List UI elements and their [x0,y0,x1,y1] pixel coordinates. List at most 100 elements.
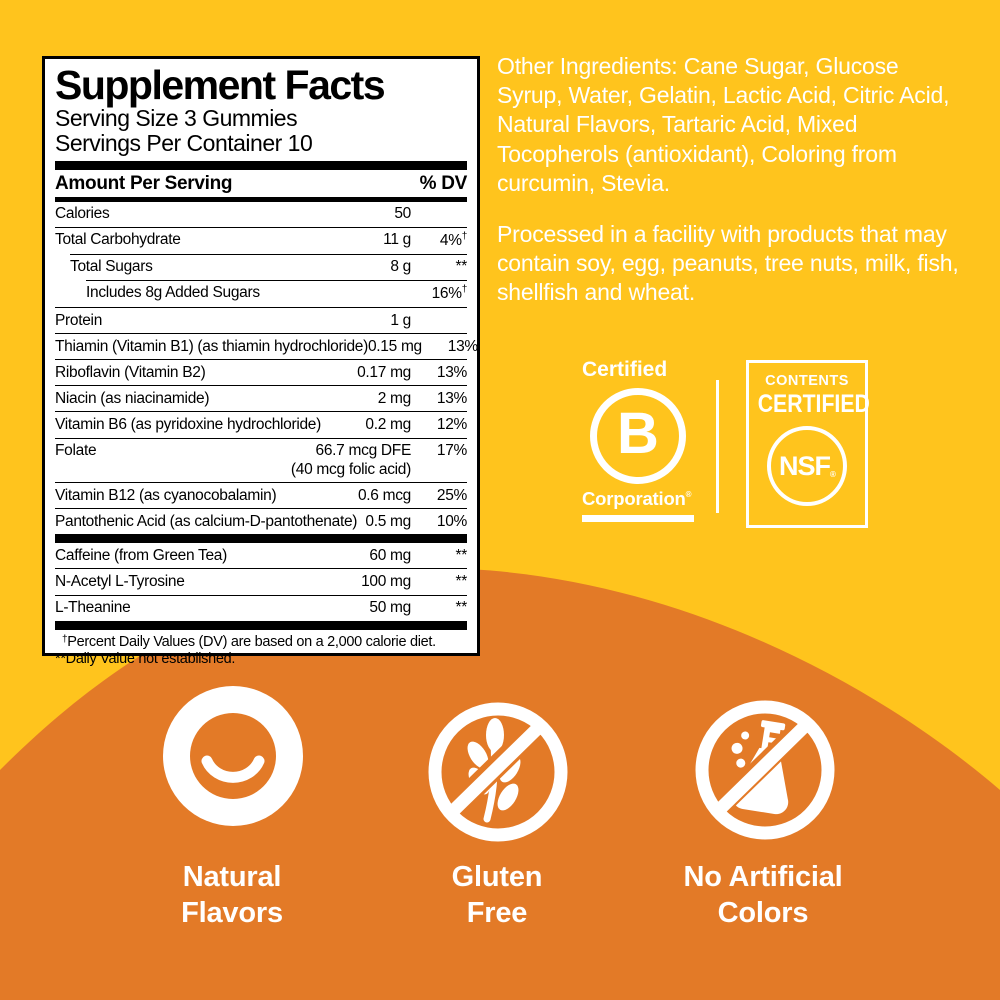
nutrient-amount-value: 0.2 mg [365,415,411,433]
nutrient-name: Pantothenic Acid (as calcium-D-pantothen… [55,512,358,530]
nutrient-dv-value: ** [455,258,468,276]
nutrient-dv: 13% [411,364,467,383]
facts-row: Total Sugars 8 g ** [70,253,468,280]
facts-row: Folate 66.7 mcg DFE (40 mcg folic acid) 1… [55,437,467,483]
nsf-circle-icon: NSF® [767,426,847,506]
divider-bar [55,620,467,630]
nutrient-name: Calories [55,205,110,223]
badge-text-line1: Gluten [451,861,543,893]
badge-label-natural-flavors: Natural Flavors [92,860,372,932]
nutrient-dv: 4%† [411,231,467,251]
nsf-certification-logo: CONTENTS CERTIFIED NSF® [746,360,870,528]
nutrient-amount-value: 50 [394,205,411,223]
bcorp-corporation-text: Corporation [582,488,686,509]
nutrient-amount: 0.15 mg [368,338,422,357]
nutrient-amount: 66.7 mcg DFE (40 mcg folic acid) [291,442,411,479]
nutrient-dv-value: ** [455,546,468,564]
nutrient-amount-value: 100 mg [361,572,411,590]
facts-row: L-Theanine 50 mg ** [55,594,468,621]
nutrient-amount: 11 g [383,231,411,250]
nutrient-name: Total Carbohydrate [55,231,181,249]
badge-label-gluten-free: Gluten Free [357,860,637,932]
facts-row: Vitamin B12 (as cyanocobalamin) 0.6 mcg … [55,482,467,508]
nutrient-dv: 25% [411,487,467,506]
badge-text-line1: No Artificial [683,861,843,893]
nutrient-dv-value: ** [455,599,468,617]
nutrient-dv-value: ** [455,572,468,590]
nutrient-amount-value: 1 g [390,311,411,329]
footnote-daily-value: †Percent Daily Values (DV) are based on … [55,634,467,652]
gluten-free-wheat-icon [428,702,568,842]
nutrient-dv: 13% [411,390,467,409]
natural-flavors-smile-icon [163,686,303,826]
nutrient-name: Caffeine (from Green Tea) [55,546,227,564]
facts-row: Riboflavin (Vitamin B2) 0.17 mg 13% [55,359,467,385]
nutrient-amount-value: 11 g [383,231,411,249]
nutrient-dv: ** [411,546,468,566]
nutrient-amount: 50 [394,205,411,224]
nutrient-dv-value: 13% [447,337,478,355]
nutrient-amount-value: 0.5 mg [365,512,411,530]
nutrient-amount-subvalue: (40 mcg folic acid) [290,460,411,478]
other-ingredients-text: Other Ingredients: Cane Sugar, Glucose S… [497,53,950,196]
nutrient-amount-value: 0.6 mcg [357,486,411,504]
nutrient-amount-value: 8 g [390,258,411,276]
nutrient-amount: 8 g [390,258,411,277]
supplement-facts-title: Supplement Facts [55,62,386,108]
nutrient-amount-value: 0.15 mg [367,337,422,355]
nsf-certified-label: CERTIFIED [757,390,870,418]
facts-row: Pantothenic Acid (as calcium-D-pantothen… [55,508,467,534]
bcorp-certification-logo: Certified B Corporation® [582,358,694,522]
facts-row: Niacin (as niacinamide) 2 mg 13% [55,385,467,411]
nutrient-dv: ** [411,572,468,592]
nutrient-amount: 0.6 mcg [358,487,411,506]
facts-row: Total Carbohydrate 11 g 4%† [55,226,467,254]
nutrient-name: Thiamin (Vitamin B1) (as thiamin hydroch… [55,337,368,355]
nutrient-amount: 100 mg [361,573,411,592]
nutrient-amount: 0.17 mg [357,364,411,383]
nutrient-amount: 0.5 mg [365,513,411,532]
bcorp-underline [582,515,694,522]
nutrient-name: L-Theanine [55,599,131,617]
nutrient-dv: ** [411,599,468,618]
nutrient-dv: 12% [411,416,467,435]
bcorp-b-letter: B [617,401,659,466]
nutrient-amount: 2 mg [377,389,412,409]
nutrient-dv: ** [411,258,468,277]
nsf-letters: NSF [779,450,831,481]
facts-row: N-Acetyl L-Tyrosine 100 mg ** [55,568,467,594]
facts-row: Includes 8g Added Sugars 16%† [86,279,468,307]
nutrient-dv: 17% [411,442,467,461]
servings-per-container: Servings Per Container 10 [55,129,313,156]
nutrient-amount-value: 2 mg [377,389,412,407]
nutrient-name: Protein [55,311,103,329]
supplement-facts-panel: Supplement Facts Serving Size 3 Gummies … [42,56,480,667]
facts-row: Calories 50 [55,202,467,227]
badge-text-line2: Colors [717,896,809,929]
nutrient-amount: 1 g [390,312,411,331]
badge-label-no-artificial-colors: No Artificial Colors [623,860,903,932]
nutrient-amount: 60 mg [369,547,411,566]
nutrient-name: Riboflavin (Vitamin B2) [55,363,206,381]
nsf-text: NSF® [779,450,836,482]
bcorp-circle-icon: B [590,388,686,484]
certification-divider-line [716,380,719,513]
dagger-symbol: † [62,633,68,645]
facts-header-row: Amount Per Serving % DV [55,170,467,202]
dv-header: % DV [419,172,468,194]
facts-row: Thiamin (Vitamin B1) (as thiamin hydroch… [55,333,478,359]
facts-row: Vitamin B6 (as pyridoxine hydrochloride)… [55,411,467,437]
serving-size: Serving Size 3 Gummies [55,105,298,131]
nutrient-dv-value: 13% [436,363,467,381]
nutrient-dv-value: 25% [436,486,467,504]
nutrient-name: Folate [55,442,97,459]
divider-bar [55,534,467,544]
nutrient-dv-value: 13% [436,389,467,407]
nutrient-amount-value: 60 mg [369,546,411,564]
badge-text-line2: Free [466,896,528,929]
nutrient-dv: 16%† [411,284,468,304]
nutrient-dv-value: 16% [431,285,462,303]
nutrient-amount-value: 50 mg [369,599,411,617]
